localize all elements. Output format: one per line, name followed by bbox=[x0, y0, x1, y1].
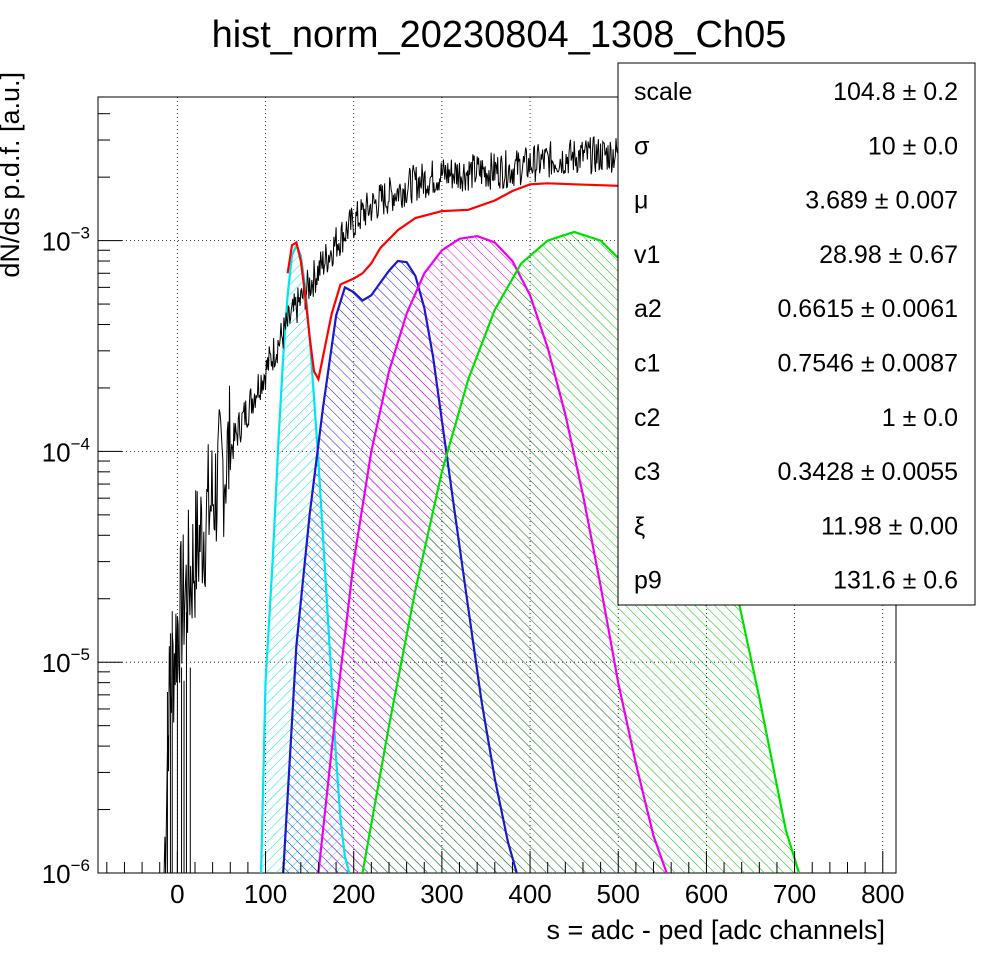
component-curve-4 bbox=[317, 234, 668, 873]
y-tick-label: 10−5 bbox=[42, 645, 90, 678]
stats-param-name: scale bbox=[634, 78, 692, 106]
stats-param-name: σ bbox=[634, 132, 650, 160]
stats-param-name: v1 bbox=[634, 241, 660, 269]
stats-param-value: 10 ± 0.0 bbox=[868, 132, 958, 160]
component-fills bbox=[261, 231, 800, 873]
stats-param-value: 0.3428 ± 0.0055 bbox=[777, 458, 958, 486]
stats-param-value: 104.8 ± 0.2 bbox=[833, 78, 958, 106]
component-curve-3 bbox=[282, 259, 518, 873]
stats-param-name: ξ bbox=[634, 512, 645, 540]
stats-param-name: c3 bbox=[634, 458, 660, 486]
stats-param-value: 131.6 ± 0.6 bbox=[833, 567, 958, 595]
fit-stats-box: scale 104.8 ± 0.2 σ 10 ± 0.0 μ 3.689 ± 0.007 v… bbox=[617, 62, 976, 606]
y-tick-label: 10−3 bbox=[42, 224, 90, 257]
stats-param-value: 11.98 ± 0.00 bbox=[821, 512, 958, 540]
y-axis-label: dN/ds p.d.f. [a.u.] bbox=[0, 72, 25, 278]
stats-param-name: a2 bbox=[634, 295, 662, 323]
chart-title: hist_norm_20230804_1308_Ch05 bbox=[212, 14, 787, 56]
stats-param-value: 0.6615 ± 0.0061 bbox=[777, 295, 958, 323]
stats-param-name: c2 bbox=[634, 404, 660, 432]
x-tick-label: 400 bbox=[508, 879, 551, 909]
axes: 0 100 200 300 400 500 600 700 800 10−3 10−4 10−5 10−… bbox=[42, 113, 904, 909]
x-tick-label: 600 bbox=[685, 879, 728, 909]
x-tick-label: 0 bbox=[170, 879, 184, 909]
stats-param-name: c1 bbox=[634, 350, 660, 378]
stats-param-value: 3.689 ± 0.007 bbox=[805, 187, 958, 215]
x-tick-label: 500 bbox=[597, 879, 640, 909]
y-tick-label: 10−6 bbox=[42, 856, 90, 889]
stats-param-name: p9 bbox=[634, 567, 662, 595]
x-tick-label: 300 bbox=[420, 879, 463, 909]
stats-param-name: μ bbox=[634, 187, 648, 215]
stats-param-value: 0.7546 ± 0.0087 bbox=[777, 350, 958, 378]
x-tick-label: 100 bbox=[244, 879, 287, 909]
stats-param-value: 28.98 ± 0.67 bbox=[819, 241, 958, 269]
x-tick-label: 200 bbox=[332, 879, 375, 909]
x-tick-label: 800 bbox=[861, 879, 904, 909]
component-hatch-5 bbox=[362, 231, 800, 873]
x-axis-label: s = adc - ped [adc channels] bbox=[547, 915, 885, 945]
x-tick-label: 700 bbox=[773, 879, 816, 909]
y-tick-label: 10−4 bbox=[42, 434, 90, 467]
stats-param-value: 1 ± 0.0 bbox=[882, 404, 958, 432]
